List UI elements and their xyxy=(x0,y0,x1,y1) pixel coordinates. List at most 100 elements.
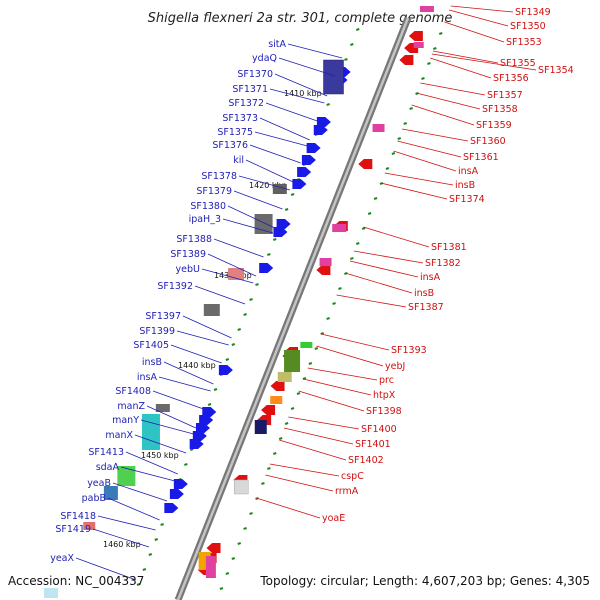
leader-line-right xyxy=(336,294,407,308)
gene-label-right[interactable]: SF1374 xyxy=(449,194,485,205)
gene-block-magenta xyxy=(413,42,424,48)
leader-line-right xyxy=(279,439,347,461)
gene-label-left[interactable]: SF1370 xyxy=(237,69,273,80)
gene-label-right[interactable]: SF1356 xyxy=(493,73,529,84)
leader-line-left xyxy=(134,434,187,454)
gene-label-left[interactable]: insA xyxy=(137,372,158,383)
gene-label-left[interactable]: SF1389 xyxy=(170,249,206,260)
gene-label-right[interactable]: SF1354 xyxy=(538,65,574,76)
gene-label-left[interactable]: SF1376 xyxy=(212,140,248,151)
gene-label-right[interactable]: insA xyxy=(458,166,479,177)
minor-tick xyxy=(326,317,330,320)
gene-label-left[interactable]: SF1388 xyxy=(176,234,212,245)
reverse-gene-arrow xyxy=(316,265,331,275)
gene-label-left[interactable]: manX xyxy=(105,430,133,441)
leader-line-left xyxy=(227,205,276,229)
leader-line-left xyxy=(75,557,137,581)
gene-label-left[interactable]: SF1399 xyxy=(139,326,175,337)
gene-label-right[interactable]: SF1381 xyxy=(431,242,467,253)
gene-label-right[interactable]: SF1355 xyxy=(500,58,536,69)
gene-label-right[interactable]: yebJ xyxy=(385,361,405,372)
gene-block-navy xyxy=(254,420,267,434)
minor-tick xyxy=(409,107,413,110)
gene-label-right[interactable]: SF1350 xyxy=(510,21,546,32)
gene-label-right[interactable]: insB xyxy=(455,180,475,191)
leader-line-right xyxy=(353,250,424,264)
gene-block-green xyxy=(117,466,136,486)
gene-label-right[interactable]: SF1393 xyxy=(391,345,427,356)
gene-label-left[interactable]: sitA xyxy=(268,39,286,50)
reverse-gene-arrow xyxy=(399,55,414,65)
gene-label-right[interactable]: SF1353 xyxy=(506,37,542,48)
gene-label-left[interactable]: SF1413 xyxy=(88,447,124,458)
reverse-gene-arrow xyxy=(270,381,285,391)
minor-tick xyxy=(207,403,212,406)
gene-label-left[interactable]: yeaX xyxy=(50,553,74,564)
gene-label-left[interactable]: kil xyxy=(233,155,244,166)
gene-label-right[interactable]: yoaE xyxy=(322,513,345,524)
leader-line-left xyxy=(152,390,204,410)
minor-tick xyxy=(438,32,443,35)
gene-label-right[interactable]: insA xyxy=(420,272,441,283)
gene-label-left[interactable]: SF1397 xyxy=(145,311,181,322)
gene-label-right[interactable]: htpX xyxy=(373,390,396,401)
minor-tick xyxy=(421,77,425,80)
gene-label-left[interactable]: pabB xyxy=(82,493,106,504)
gene-block-cyan xyxy=(43,588,58,598)
gene-label-right[interactable]: SF1382 xyxy=(425,258,461,269)
gene-block-magenta xyxy=(372,124,385,132)
gene-label-left[interactable]: SF1419 xyxy=(55,524,91,535)
gene-label-left[interactable]: ydaQ xyxy=(252,53,277,64)
gene-label-right[interactable]: SF1349 xyxy=(515,7,551,18)
leader-line-left xyxy=(278,57,336,77)
gene-label-right[interactable]: SF1401 xyxy=(355,439,391,450)
gene-label-left[interactable]: SF1373 xyxy=(222,113,258,124)
gene-label-left[interactable]: SF1372 xyxy=(228,98,264,109)
gene-label-left[interactable]: SF1418 xyxy=(60,511,96,522)
gene-label-left[interactable]: SF1371 xyxy=(232,84,268,95)
forward-gene-arrow xyxy=(164,503,179,513)
forward-gene-arrow xyxy=(316,117,331,127)
gene-label-left[interactable]: SF1379 xyxy=(196,186,232,197)
forward-gene-arrow xyxy=(202,407,217,417)
gene-label-left[interactable]: yeaB xyxy=(87,478,111,489)
gene-label-right[interactable]: SF1398 xyxy=(366,406,402,417)
gene-label-right[interactable]: SF1402 xyxy=(348,455,384,466)
gene-label-left[interactable]: SF1392 xyxy=(157,281,193,292)
gene-label-right[interactable]: SF1387 xyxy=(408,302,444,313)
gene-label-right[interactable]: SF1400 xyxy=(361,424,397,435)
topology-text: Topology: circular; Length: 4,607,203 bp… xyxy=(259,574,590,588)
gene-block-blue xyxy=(103,486,118,500)
gene-block-lightgray xyxy=(234,479,249,495)
minor-tick xyxy=(373,197,378,200)
gene-label-left[interactable]: SF1408 xyxy=(115,386,151,397)
gene-label-right[interactable]: rrmA xyxy=(335,486,359,497)
gene-label-left[interactable]: SF1405 xyxy=(133,340,169,351)
gene-label-left[interactable]: sdaA xyxy=(96,462,120,473)
minor-tick xyxy=(350,43,354,46)
gene-label-left[interactable]: SF1375 xyxy=(217,127,253,138)
gene-block-magenta xyxy=(419,6,434,12)
gene-label-right[interactable]: SF1361 xyxy=(463,152,499,163)
leader-line-right xyxy=(316,345,384,367)
leader-line-left xyxy=(194,285,246,305)
gene-label-right[interactable]: insB xyxy=(414,288,434,299)
gene-label-left[interactable]: SF1380 xyxy=(190,201,226,212)
minor-tick xyxy=(332,302,336,305)
gene-label-right[interactable]: SF1359 xyxy=(476,120,512,131)
forward-gene-arrow xyxy=(301,155,316,165)
gene-label-left[interactable]: manY xyxy=(112,415,139,426)
gene-label-left[interactable]: yebU xyxy=(176,264,200,275)
minor-tick xyxy=(243,313,247,316)
gene-label-left[interactable]: ipaH_3 xyxy=(189,214,221,225)
leader-line-left xyxy=(245,159,294,183)
gene-label-right[interactable]: SF1360 xyxy=(470,136,506,147)
gene-label-left[interactable]: SF1378 xyxy=(201,171,237,182)
gene-label-right[interactable]: SF1357 xyxy=(487,90,523,101)
gene-label-left[interactable]: manZ xyxy=(117,401,145,412)
minor-tick xyxy=(391,152,396,155)
gene-label-right[interactable]: prc xyxy=(379,375,394,386)
gene-label-right[interactable]: cspC xyxy=(341,471,364,482)
gene-label-right[interactable]: SF1358 xyxy=(482,104,518,115)
gene-label-left[interactable]: insB xyxy=(142,357,162,368)
